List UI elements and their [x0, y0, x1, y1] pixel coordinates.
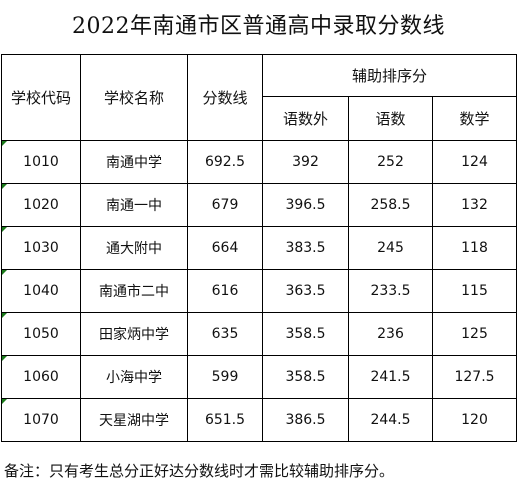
- school-code-cell: 1070: [1, 398, 81, 442]
- chinese-math-english-cell: 396.5: [262, 183, 349, 227]
- chinese-math-english-cell: 363.5: [262, 269, 349, 313]
- cutoff-score-cell: 679: [187, 183, 263, 227]
- header-chinese-math-english: 语数外: [262, 96, 349, 141]
- table-row: 1060 小海中学 599 358.5 241.5 127.5: [1, 355, 517, 399]
- page-title: 2022年南通市区普通高中录取分数线: [72, 14, 445, 39]
- table-row: 1010 南通中学 692.5 392 252 124: [1, 140, 517, 184]
- school-name-cell: 南通一中: [80, 183, 188, 227]
- math-cell: 120: [431, 398, 517, 442]
- math-cell: 124: [431, 140, 517, 184]
- chinese-math-english-cell: 386.5: [262, 398, 349, 442]
- school-name-cell: 南通中学: [80, 140, 188, 184]
- cutoff-score-cell: 599: [187, 355, 263, 399]
- school-name-cell: 小海中学: [80, 355, 188, 399]
- school-code-cell: 1010: [1, 140, 81, 184]
- header-math: 数学: [431, 96, 517, 141]
- chinese-math-cell: 241.5: [348, 355, 433, 399]
- chinese-math-cell: 245: [348, 226, 433, 270]
- school-name-cell: 通大附中: [80, 226, 188, 270]
- school-code-cell: 1060: [1, 355, 81, 399]
- math-cell: 118: [431, 226, 517, 270]
- school-code-cell: 1020: [1, 183, 81, 227]
- math-cell: 132: [431, 183, 517, 227]
- table-row: 1050 田家炳中学 635 358.5 236 125: [1, 312, 517, 356]
- math-cell: 115: [431, 269, 517, 313]
- chinese-math-cell: 233.5: [348, 269, 433, 313]
- chinese-math-cell: 252: [348, 140, 433, 184]
- school-name-cell: 南通市二中: [80, 269, 188, 313]
- cutoff-score-cell: 692.5: [187, 140, 263, 184]
- school-name-cell: 天星湖中学: [80, 398, 188, 442]
- header-school-code: 学校代码: [1, 54, 81, 141]
- header-chinese-math: 语数: [348, 96, 433, 141]
- table-row: 1030 通大附中 664 383.5 245 118: [1, 226, 517, 270]
- school-code-cell: 1040: [1, 269, 81, 313]
- chinese-math-cell: 236: [348, 312, 433, 356]
- table-row: 1070 天星湖中学 651.5 386.5 244.5 120: [1, 398, 517, 442]
- school-name-cell: 田家炳中学: [80, 312, 188, 356]
- header-school-name: 学校名称: [80, 54, 188, 141]
- school-code-cell: 1030: [1, 226, 81, 270]
- table-row: 1020 南通一中 679 396.5 258.5 132: [1, 183, 517, 227]
- chinese-math-english-cell: 392: [262, 140, 349, 184]
- score-table: 学校代码 学校名称 分数线 辅助排序分 语数外 语数 数学 1010 南通中学 …: [1, 54, 517, 442]
- chinese-math-english-cell: 358.5: [262, 355, 349, 399]
- cutoff-score-cell: 616: [187, 269, 263, 313]
- cutoff-score-cell: 664: [187, 226, 263, 270]
- table-row: 1040 南通市二中 616 363.5 233.5 115: [1, 269, 517, 313]
- school-code-cell: 1050: [1, 312, 81, 356]
- math-cell: 125: [431, 312, 517, 356]
- header-aux-ranking: 辅助排序分: [261, 54, 517, 97]
- chinese-math-cell: 244.5: [348, 398, 433, 442]
- cutoff-score-cell: 635: [187, 312, 263, 356]
- chinese-math-english-cell: 383.5: [262, 226, 349, 270]
- math-cell: 127.5: [431, 355, 517, 399]
- chinese-math-english-cell: 358.5: [262, 312, 349, 356]
- header-cutoff-score: 分数线: [187, 54, 263, 141]
- footnote: 备注：只有考生总分正好达分数线时才需比较辅助排序分。: [4, 462, 395, 480]
- chinese-math-cell: 258.5: [348, 183, 433, 227]
- cutoff-score-cell: 651.5: [187, 398, 263, 442]
